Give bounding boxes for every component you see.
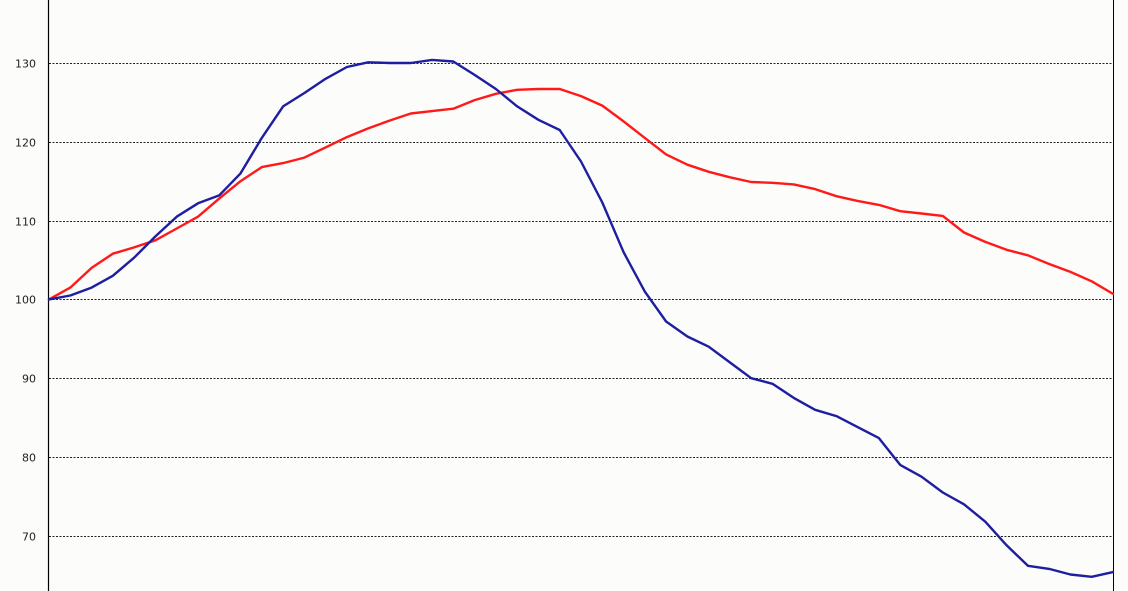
y-tick-labels: 70 80 90 100 110 120 130: [15, 58, 36, 544]
series-lines: [47, 58, 1115, 578]
y-tick-label: 130: [15, 58, 36, 71]
gridlines: [49, 63, 1113, 537]
series-line-blue: [47, 58, 1115, 578]
series-line-red: [47, 87, 1115, 301]
y-tick-label: 120: [15, 137, 36, 150]
y-tick-label: 90: [22, 373, 36, 386]
y-tick-label: 80: [22, 452, 36, 465]
y-tick-label: 70: [22, 531, 36, 544]
y-tick-label: 110: [15, 216, 36, 229]
y-tick-label: 100: [15, 294, 36, 307]
